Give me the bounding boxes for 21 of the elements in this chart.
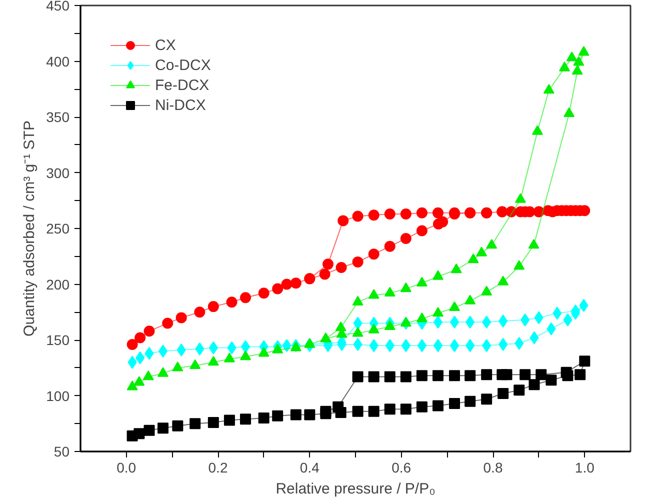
y-tick-label: 50 [54,444,70,460]
x-tick-label: 0.0 [116,460,136,476]
x-tick-label: 1.0 [574,460,595,476]
x-axis-title: Relative pressure / P/P₀ [276,480,436,498]
x-tick-label: 0.6 [392,460,412,476]
y-tick-label: 250 [46,220,70,236]
y-tick-label: 150 [46,332,70,348]
y-axis-title: Quantity adsorbed / cm³ g⁻¹ STP [21,120,38,336]
y-tick-label: 400 [46,53,70,70]
y-tick-label: 100 [46,388,70,404]
legend-label: Ni-DCX [155,96,206,114]
x-tick-label: 0.2 [208,460,228,476]
legend-label: Fe-DCX [155,76,210,94]
legend-label: CX [155,36,176,54]
legend-label: Co-DCX [155,56,211,74]
x-tick-label: 0.8 [483,460,503,476]
y-tick-label: 300 [46,164,70,181]
y-tick-label: 350 [46,109,70,125]
x-tick-label: 0.4 [300,460,320,476]
y-tick-label: 450 [46,0,70,14]
y-tick-label: 200 [46,276,70,292]
